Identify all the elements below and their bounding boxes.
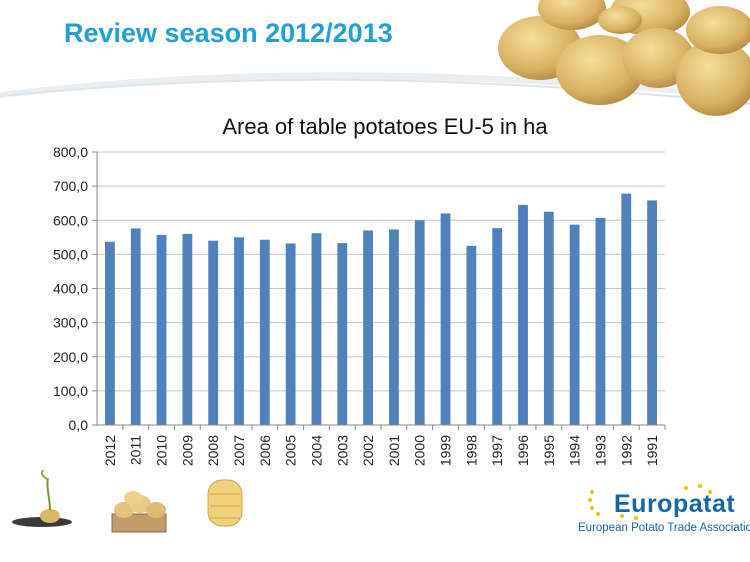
x-tick-label: 2011: [128, 435, 144, 465]
x-tick-label: 2007: [231, 435, 247, 466]
y-tick-label: 500,0: [53, 246, 88, 262]
bar-2012: [105, 241, 115, 425]
bar-2008: [208, 240, 219, 425]
bar-2010: [156, 234, 167, 425]
sliced-potato-icon: [207, 479, 243, 527]
bar-2001: [389, 229, 399, 425]
x-tick-label: 1993: [592, 435, 608, 466]
x-tick-label: 1998: [463, 435, 479, 466]
x-tick-label: 2009: [179, 435, 195, 466]
x-tick-label: 2010: [154, 435, 170, 466]
y-tick-label: 100,0: [53, 383, 88, 399]
bar-1999: [440, 213, 451, 425]
bar-2006: [259, 239, 270, 425]
bar-2005: [285, 243, 296, 425]
x-tick-label: 2000: [412, 435, 428, 466]
bar-1997: [492, 228, 503, 425]
x-tick-label: 1992: [618, 435, 634, 466]
bar-2009: [182, 233, 193, 425]
chart-title: Area of table potatoes EU-5 in ha: [222, 114, 548, 139]
y-tick-label: 800,0: [53, 144, 88, 160]
y-tick-label: 200,0: [53, 349, 88, 365]
bar-2011: [130, 228, 141, 425]
y-tick-label: 600,0: [53, 212, 88, 228]
bar-1992: [621, 193, 632, 425]
bar-1994: [569, 224, 580, 425]
x-tick-label: 2002: [360, 435, 376, 466]
bar-1995: [543, 211, 554, 425]
europatat-logo: Europatat European Potato Trade Associat…: [578, 478, 750, 548]
bar-1998: [466, 245, 477, 425]
bar-1991: [647, 200, 657, 425]
bar-2004: [311, 233, 322, 425]
x-tick-label: 1995: [541, 435, 557, 466]
y-tick-label: 0,0: [69, 417, 89, 433]
x-tick-label: 2003: [334, 435, 350, 466]
slide-title: Review season 2012/2013: [64, 18, 393, 48]
y-tick-label: 300,0: [53, 315, 88, 331]
footer-illustrations: [12, 470, 243, 533]
x-tick-label: 2006: [257, 435, 273, 466]
bar-2000: [414, 220, 425, 425]
x-tick-label: 1997: [489, 435, 505, 466]
seedling-icon: [12, 470, 72, 527]
bar-2007: [234, 237, 244, 425]
logo-tagline: European Potato Trade Association: [578, 522, 750, 534]
potatoes-image: [498, 0, 750, 116]
x-tick-label: 1996: [515, 435, 531, 466]
x-tick-label: 2005: [283, 435, 299, 466]
potato-basket-icon: [111, 491, 167, 533]
x-tick-label: 1994: [567, 435, 583, 466]
x-tick-label: 1999: [438, 435, 454, 466]
x-tick-label: 2008: [205, 435, 221, 466]
bar-2003: [337, 243, 348, 425]
x-tick-label: 2001: [386, 435, 402, 466]
y-tick-label: 400,0: [53, 281, 88, 297]
x-tick-label: 2012: [102, 435, 118, 466]
x-tick-label: 2004: [308, 435, 324, 466]
logo-wordmark: Europatat: [614, 490, 736, 518]
x-tick-label: 1991: [644, 435, 660, 466]
y-tick-label: 700,0: [53, 178, 88, 194]
bar-2002: [363, 230, 373, 425]
bar-1993: [595, 217, 606, 425]
bar-chart: 0,0 100,0 200,0 300,0 400,0 500,0 600,0 700,0 80…: [53, 144, 666, 466]
bar-1996: [518, 204, 528, 425]
